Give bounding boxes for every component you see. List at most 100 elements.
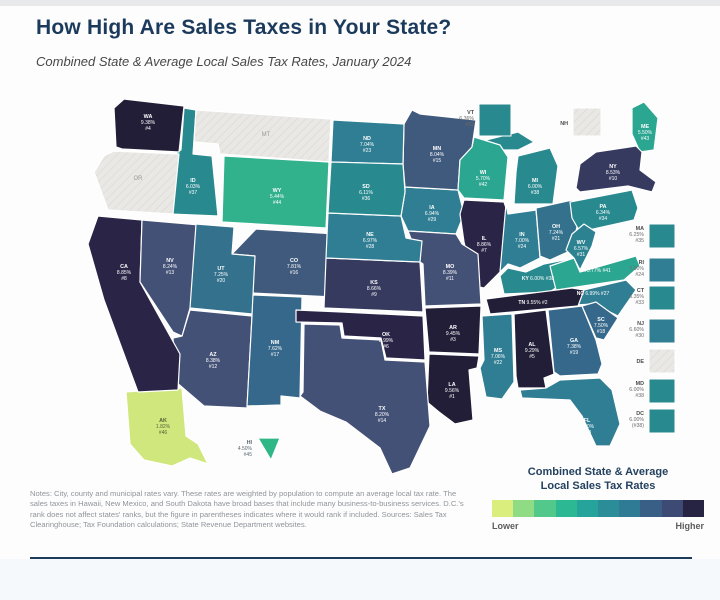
state-nj: NJ 6.60% #30 [629, 318, 676, 344]
legend-axis-labels: Lower Higher [492, 521, 704, 531]
state-pa [569, 189, 639, 233]
state-mo-label: MO 8.39% #11 [443, 264, 458, 282]
state-ky-label: KY 6.00% #38 [522, 276, 554, 282]
state-ct-callout-square [648, 285, 676, 311]
state-sd [327, 161, 406, 217]
state-ne-label: NE 6.97% #28 [363, 232, 378, 250]
state-ms-label: MS 7.06% #22 [491, 348, 506, 366]
state-wv-label: WV 6.57% #31 [574, 240, 589, 258]
state-az-label: AZ 8.38% #12 [206, 352, 221, 370]
state-wv-shape [565, 223, 597, 271]
state-or [93, 150, 180, 215]
state-la-label: LA 9.56% #1 [445, 382, 460, 400]
legend-higher-label: Higher [675, 520, 704, 531]
state-nv-label: NV 8.24% #13 [163, 258, 178, 276]
state-co-label: CO 7.81% #16 [287, 258, 302, 276]
state-ar [424, 305, 482, 355]
legend-color-step-3 [534, 499, 556, 517]
state-ia-label: IA 6.94% #29 [425, 205, 440, 223]
state-wy-shape [221, 155, 330, 229]
state-ca-label: CA 8.85% #8 [117, 264, 132, 282]
notes-text: Notes: City, county and municipal rates … [30, 489, 464, 530]
state-md-label: MD 6.00% #38 [629, 381, 644, 399]
state-in-label: IN 7.00% #24 [515, 232, 530, 250]
state-mn-label: MN 8.04% #15 [430, 146, 445, 164]
state-ri-label: RI 7.00% #24 [629, 260, 644, 278]
state-la-shape [426, 353, 480, 425]
state-tx [299, 323, 431, 475]
state-ok [295, 309, 426, 361]
state-wa-label: WA 9.38% #4 [141, 114, 156, 132]
state-ut [189, 223, 256, 315]
state-dc-label: DC 6.00% (#38) [629, 411, 644, 429]
state-al-shape [513, 309, 555, 389]
state-mt [193, 109, 332, 163]
legend-title-line1: Combined State & Average [527, 466, 669, 478]
state-ri: RI 7.00% #24 [629, 257, 676, 283]
state-md: MD 6.00% #38 [629, 378, 676, 404]
state-sc-label: SC 7.50% #18 [594, 317, 609, 335]
state-or-shape [93, 150, 180, 215]
state-sc [581, 301, 619, 341]
state-hi-label: HI 4.50% #45 [238, 440, 253, 458]
state-nc-label: NC 6.99% #27 [577, 291, 610, 297]
state-wy [221, 155, 330, 229]
state-wi-shape [457, 136, 509, 201]
state-ma-callout-square [648, 223, 676, 249]
state-wy-label: WY 5.44% #44 [270, 188, 285, 206]
state-ms [479, 313, 515, 400]
legend-color-step-10 [682, 499, 705, 517]
state-ny-shape [575, 145, 657, 193]
state-oh-label: OH 7.24% #21 [549, 224, 564, 242]
us-map-svg: AK 1.82% #46 AL 9.29% #5 AR 9.45% #3 AZ 8.38% #12 CA… [87, 98, 676, 475]
state-ct-label: CT 6.35% #33 [629, 288, 644, 306]
state-de: DE [637, 348, 676, 374]
state-ak-shape [125, 387, 209, 467]
state-hi [257, 437, 281, 461]
state-dc: DC 6.00% (#38) [629, 408, 676, 434]
state-vt-label: VT 6.36% #32 [459, 110, 474, 128]
state-wv [565, 223, 597, 271]
state-ma-label: MA 6.25% #35 [629, 226, 644, 244]
state-dc-callout-square [648, 408, 676, 434]
state-sd-shape [327, 161, 406, 217]
state-la [426, 353, 480, 425]
state-nm-label: NM 7.62% #17 [268, 340, 283, 358]
state-tx-shape [299, 323, 431, 475]
state-il-label: IL 8.86% #7 [477, 236, 492, 254]
state-wa [113, 98, 185, 153]
state-tx-label: TX 8.20% #14 [375, 406, 390, 424]
state-nd-label: ND 7.04% #23 [360, 136, 375, 154]
page-title: How High Are Sales Taxes in Your State? [36, 16, 452, 39]
state-ak-label: AK 1.82% #46 [156, 418, 171, 436]
legend-color-step-4 [555, 499, 577, 517]
state-tn-label: TN 9.55% #2 [518, 300, 547, 306]
legend-title-line2: Local Sales Tax Rates [540, 479, 656, 492]
state-md-callout-square [648, 378, 676, 404]
state-ny-label: NY 8.53% #10 [606, 164, 621, 182]
state-al [513, 309, 555, 389]
state-nh-label: NH [560, 121, 568, 127]
legend-gradient-bar [492, 499, 705, 517]
state-nh: NH [560, 107, 602, 137]
state-ri-callout-square [648, 257, 676, 283]
legend-color-step-7 [619, 499, 641, 517]
state-ak [125, 387, 209, 467]
state-pa-shape [569, 189, 639, 233]
legend-color-step-9 [661, 499, 683, 517]
state-va-label: VA 5.77% #41 [579, 268, 611, 274]
state-me [631, 101, 659, 153]
state-pa-label: PA 6.34% #34 [596, 204, 611, 222]
state-id-label: ID 6.03% #37 [186, 178, 201, 196]
legend-color-step-5 [576, 499, 599, 517]
legend-color-step-1 [492, 499, 514, 517]
state-vt-callout-square [478, 103, 512, 137]
us-choropleth-map: AK 1.82% #46 AL 9.29% #5 AR 9.45% #3 AZ 8.38% #12 CA… [86, 92, 704, 482]
state-fl-shape [519, 377, 621, 447]
top-border-strip [0, 0, 720, 6]
state-hi-shape [257, 437, 281, 461]
state-fl-label: FL 7.00% #24 [580, 418, 595, 436]
state-mo-shape [407, 230, 482, 307]
